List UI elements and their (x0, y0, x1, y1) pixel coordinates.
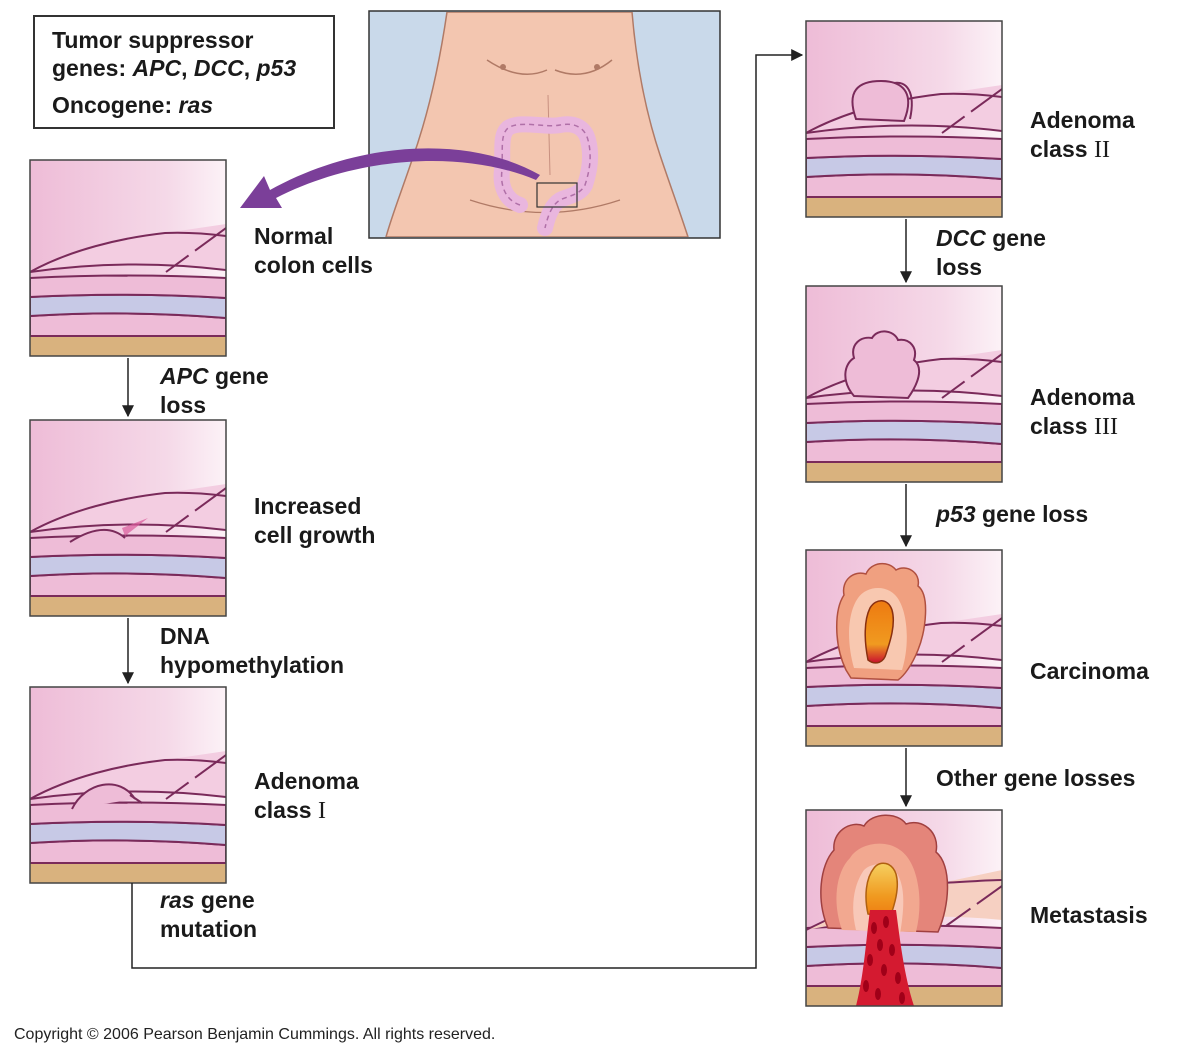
stage-label-adenoma-3: Adenoma class III (1030, 384, 1135, 440)
transition-ras-gene-mutation: ras gene mutation (160, 887, 258, 942)
legend-gene-dcc: DCC (193, 55, 244, 81)
legend-oncogene-ras: ras (178, 92, 214, 118)
transition-dna-hypomethylation: DNA hypomethylation (160, 623, 345, 678)
transition-dcc-gene-loss: DCC gene loss (936, 225, 1046, 280)
legend-comma-2: , (243, 55, 257, 81)
stage-label-normal: Normal colon cells (254, 223, 373, 278)
stage-label-metastasis: Metastasis (1030, 902, 1148, 928)
stage-label-carcinoma: Carcinoma (1030, 658, 1149, 684)
stage-label-increased-growth: Increased cell growth (254, 493, 376, 548)
legend-comma-1: , (181, 55, 194, 81)
stage-label-adenoma-2: Adenoma class II (1030, 107, 1135, 163)
legend-gene-apc: APC (132, 55, 182, 81)
legend-line-1: Tumor suppressor (52, 26, 254, 54)
transition-p53-gene-loss: p53 gene loss (936, 501, 1089, 527)
body-illustration (368, 10, 721, 239)
panel-increased-cell-growth (29, 419, 227, 617)
legend-box: Tumor suppressor genes: APC, DCC, p53 On… (33, 15, 335, 129)
legend-tumor-suppressor-text: Tumor suppressor (52, 27, 254, 53)
panel-adenoma-class-3 (805, 285, 1003, 483)
panel-adenoma-class-1 (29, 686, 227, 884)
copyright-notice: Copyright © 2006 Pearson Benjamin Cummin… (14, 1026, 496, 1043)
zoom-arrow (240, 148, 540, 208)
panel-adenoma-class-2 (805, 20, 1003, 218)
stage-label-adenoma-1: Adenoma class I (254, 768, 359, 824)
colon-highlight-box (536, 182, 578, 208)
panel-carcinoma (805, 549, 1003, 747)
legend-gene-p53: p53 (256, 55, 297, 81)
progression-arrows (122, 49, 912, 969)
transition-apc-gene-loss: APC gene loss (160, 363, 269, 418)
transition-other-gene-losses: Other gene losses (936, 765, 1136, 791)
legend-oncogene-text: Oncogene: (52, 92, 179, 118)
panel-normal-colon-cells (29, 159, 227, 357)
panel-metastasis (805, 809, 1003, 1007)
legend-genes-text: genes: (52, 55, 133, 81)
legend-line-2: genes: APC, DCC, p53 (52, 54, 296, 82)
legend-line-3: Oncogene: ras (52, 91, 213, 119)
arrow-adenoma1-to-adenoma2 (131, 49, 804, 969)
